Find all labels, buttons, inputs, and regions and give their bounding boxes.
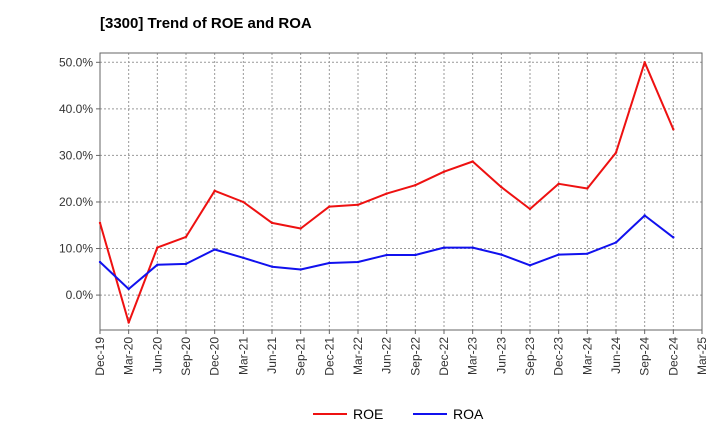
x-tick-label: Jun-20 <box>150 337 164 374</box>
data-point-roe <box>442 170 446 173</box>
data-point-roa <box>471 246 474 249</box>
y-tick-label: 50.0% <box>59 55 93 69</box>
data-point-roa <box>184 262 188 266</box>
plot-area <box>99 52 703 331</box>
x-tick-label: Dec-21 <box>322 337 336 376</box>
data-point-roe <box>471 160 474 163</box>
data-point-roa <box>614 241 618 244</box>
data-point-roe <box>500 185 503 189</box>
data-point-roa <box>442 246 446 249</box>
x-tick-label: Mar-24 <box>580 337 594 375</box>
data-point-roe <box>156 246 159 249</box>
data-point-roa <box>356 260 360 264</box>
x-tick-label: Sep-24 <box>638 337 652 376</box>
x-tick-label: Sep-23 <box>523 337 537 376</box>
data-point-roa <box>528 264 532 267</box>
data-point-roe <box>643 61 646 64</box>
legend: ROE ROA <box>313 406 484 422</box>
legend-label: ROA <box>453 406 484 422</box>
legend-label: ROE <box>353 406 383 422</box>
data-point-roe <box>385 192 388 195</box>
data-point-roe <box>242 200 245 204</box>
legend-item-roa: ROA <box>413 406 484 422</box>
data-point-roa <box>414 253 417 257</box>
data-point-roe <box>356 203 360 206</box>
data-point-roa <box>270 265 274 268</box>
x-tick-label: Jun-23 <box>494 337 508 374</box>
data-point-roe <box>586 187 589 190</box>
data-point-roa <box>385 253 388 257</box>
data-point-roe <box>127 321 130 324</box>
y-tick-label: 30.0% <box>59 148 93 162</box>
x-tick-label: Jun-24 <box>609 337 623 374</box>
data-point-roa <box>500 253 503 256</box>
x-tick-label: Mar-21 <box>236 337 250 375</box>
data-point-roa <box>98 260 102 264</box>
x-axis: Dec-19 Mar-20 Jun-20 Sep-20 Dec-20 Mar-21 Jun-… <box>93 330 709 376</box>
x-tick-label: Dec-19 <box>93 337 107 376</box>
x-tick-label: Jun-22 <box>380 337 394 374</box>
data-point-roe <box>328 205 331 208</box>
x-tick-label: Dec-20 <box>208 337 222 376</box>
x-tick-label: Mar-25 <box>695 337 709 375</box>
x-tick-label: Sep-21 <box>294 337 308 376</box>
data-point-roa <box>557 253 560 256</box>
x-tick-label: Sep-20 <box>179 337 193 376</box>
data-point-roe <box>528 207 532 211</box>
data-point-roa <box>643 214 646 217</box>
y-tick-label: 20.0% <box>59 195 93 209</box>
x-tick-label: Mar-22 <box>351 337 365 375</box>
x-tick-label: Dec-23 <box>552 337 566 376</box>
x-tick-label: Jun-21 <box>265 337 279 374</box>
legend-item-roe: ROE <box>313 406 383 422</box>
grid <box>99 53 703 330</box>
y-tick-label: 10.0% <box>59 242 93 256</box>
data-point-roa <box>127 287 130 291</box>
data-point-roe <box>672 128 675 131</box>
data-point-roe <box>614 151 618 154</box>
chart-title: [3300] Trend of ROE and ROA <box>100 15 312 32</box>
data-point-roa <box>299 268 302 271</box>
data-point-roa <box>328 261 331 265</box>
y-tick-label: 40.0% <box>59 102 93 116</box>
x-tick-label: Mar-20 <box>122 337 136 375</box>
x-tick-label: Sep-22 <box>408 337 422 376</box>
data-point-roe <box>184 235 188 239</box>
data-point-roe <box>98 221 102 225</box>
data-point-roa <box>586 252 589 255</box>
data-point-roa <box>242 256 245 260</box>
data-point-roe <box>414 184 417 187</box>
data-point-roe <box>213 189 216 193</box>
data-point-roa <box>672 236 675 239</box>
x-tick-label: Dec-24 <box>666 337 680 376</box>
y-tick-label: 0.0% <box>66 288 94 302</box>
y-axis: 0.0% 10.0% 20.0% 30.0% 40.0% 50.0% <box>59 55 100 302</box>
data-point-roa <box>213 248 216 251</box>
x-tick-label: Dec-22 <box>437 337 451 376</box>
x-tick-label: Mar-23 <box>466 337 480 375</box>
data-point-roa <box>156 263 159 267</box>
data-point-roe <box>299 227 302 230</box>
data-point-roe <box>557 182 560 186</box>
series <box>98 61 675 324</box>
data-point-roe <box>270 221 274 225</box>
